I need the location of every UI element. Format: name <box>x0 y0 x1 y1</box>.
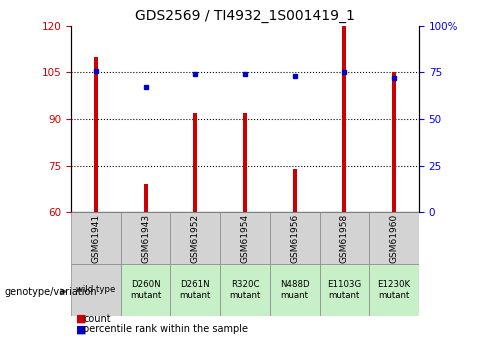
Bar <box>194 113 197 212</box>
Bar <box>343 26 346 212</box>
Bar <box>392 72 396 212</box>
Bar <box>369 212 419 264</box>
Text: E1103G
mutant: E1103G mutant <box>327 280 362 299</box>
Bar <box>121 212 171 264</box>
Bar <box>71 264 121 316</box>
Text: ■: ■ <box>76 314 86 324</box>
Text: wild type: wild type <box>76 285 116 294</box>
Bar <box>121 264 171 316</box>
Bar <box>319 212 369 264</box>
Bar <box>220 212 270 264</box>
Bar <box>293 169 296 212</box>
Text: percentile rank within the sample: percentile rank within the sample <box>83 325 248 334</box>
Text: D260N
mutant: D260N mutant <box>130 280 161 299</box>
Text: GSM61956: GSM61956 <box>290 214 299 263</box>
Bar <box>243 113 247 212</box>
Bar <box>94 57 98 212</box>
Bar <box>369 264 419 316</box>
Bar <box>220 264 270 316</box>
Bar <box>144 184 147 212</box>
Bar <box>171 264 220 316</box>
Text: R320C
mutant: R320C mutant <box>229 280 261 299</box>
Text: count: count <box>83 314 111 324</box>
Title: GDS2569 / TI4932_1S001419_1: GDS2569 / TI4932_1S001419_1 <box>135 9 355 23</box>
Text: genotype/variation: genotype/variation <box>5 287 98 296</box>
Text: E1230K
mutant: E1230K mutant <box>377 280 411 299</box>
Text: GSM61952: GSM61952 <box>191 214 200 263</box>
Text: GSM61943: GSM61943 <box>141 214 150 263</box>
Text: ■: ■ <box>76 325 86 334</box>
Bar <box>270 212 319 264</box>
Bar <box>319 264 369 316</box>
Text: N488D
muant: N488D muant <box>280 280 310 299</box>
Bar <box>270 264 319 316</box>
Text: GSM61941: GSM61941 <box>92 214 100 263</box>
Text: D261N
mutant: D261N mutant <box>180 280 211 299</box>
Text: GSM61954: GSM61954 <box>241 214 249 263</box>
Text: GSM61958: GSM61958 <box>340 214 349 263</box>
Text: GSM61960: GSM61960 <box>390 214 398 263</box>
Bar <box>71 212 121 264</box>
Bar <box>171 212 220 264</box>
